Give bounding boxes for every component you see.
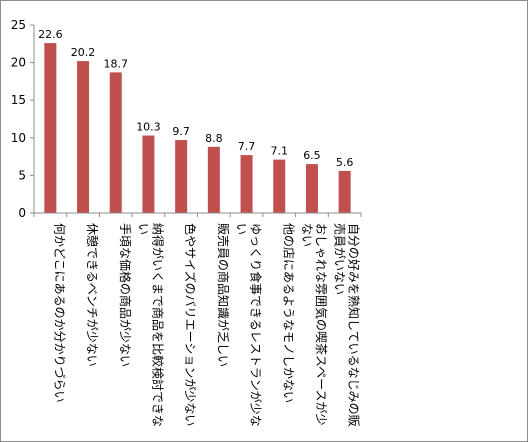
bar	[142, 135, 155, 213]
bar	[44, 43, 57, 213]
y-tick-label: 15	[11, 93, 26, 107]
category-label: 休憩できるベンチが少ない	[85, 223, 100, 367]
bar	[109, 72, 122, 213]
data-label: 7.1	[271, 145, 289, 158]
category-label: ゆっくり食事できるレストランが少な	[249, 223, 264, 427]
category-label: 他の店にあるようなモノしかない	[281, 223, 295, 403]
y-tick-label: 10	[11, 131, 26, 145]
bar	[175, 140, 188, 213]
data-label: 20.2	[71, 46, 96, 59]
data-label: 8.8	[205, 132, 223, 145]
y-tick-label: 5	[18, 168, 26, 182]
bars: 22.6 20.2 18.7 10.3 9.7 8.8 7.7 7.1 6.5 5.6	[38, 28, 353, 213]
bar	[273, 159, 286, 213]
data-label: 9.7	[172, 125, 190, 138]
bar	[338, 170, 351, 213]
bar	[305, 164, 318, 213]
data-label: 22.6	[38, 28, 63, 41]
category-label: おしゃれな雰囲気の喫茶スペースが少	[314, 223, 329, 426]
category-label: い	[136, 223, 150, 235]
category-label: 納得がいくまで商品を比較検討できな	[150, 223, 165, 427]
data-label: 5.6	[336, 156, 354, 169]
category-label: 色やサイズのバリエーションが少ない	[183, 223, 198, 426]
x-axis: 何かどこにあるのか分かりづらい 休憩できるベンチが少ない 手頃な価格の商品が少ない 納…	[33, 212, 362, 427]
data-label: 18.7	[104, 57, 129, 70]
data-label: 6.5	[303, 149, 321, 162]
category-label: 手頃な価格の商品が少ない	[118, 223, 133, 367]
bar	[207, 146, 220, 213]
bar	[77, 61, 90, 213]
y-tick-label: 20	[11, 56, 26, 70]
bar	[240, 155, 253, 213]
y-tick-label: 0	[18, 206, 26, 220]
category-label: 何かどこにあるのか分かりづらい	[52, 223, 66, 403]
y-axis: 0 5 10 15 20 25	[11, 18, 35, 220]
category-label: ない	[300, 223, 314, 247]
data-label: 10.3	[136, 121, 161, 134]
category-label: 販売員の商品知識が乏しい	[216, 223, 231, 367]
category-label: い	[235, 223, 249, 235]
data-label: 7.7	[238, 140, 256, 153]
category-label: 自分の好みを熟知しているなじみの販	[347, 223, 362, 427]
category-label: 売員がいない	[333, 223, 348, 295]
y-tick-label: 25	[11, 18, 26, 32]
